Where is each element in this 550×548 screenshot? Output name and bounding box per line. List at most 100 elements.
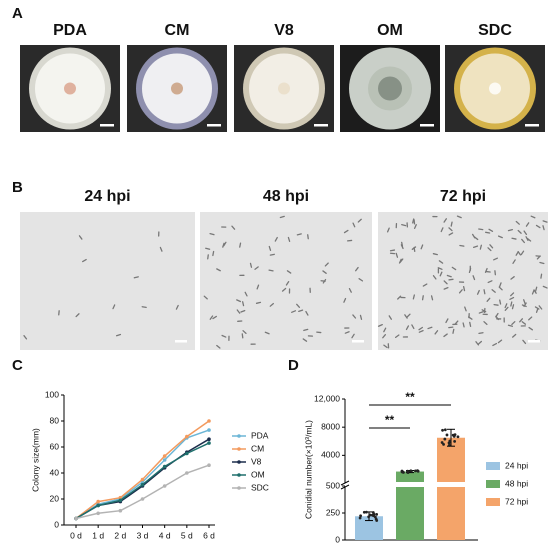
series-line — [75, 420, 210, 520]
conidium — [499, 299, 502, 305]
conidium — [536, 255, 541, 260]
conidium — [507, 228, 514, 232]
point — [185, 451, 189, 456]
conidium — [212, 250, 215, 257]
replicate-dot — [445, 433, 449, 437]
conidium — [351, 333, 355, 339]
legend-label: 24 hpi — [505, 460, 528, 470]
conidium — [451, 266, 457, 271]
conidium — [530, 215, 536, 219]
y-tick-label: 250 — [326, 507, 340, 517]
y-axis-label: Colony size(mm) — [30, 428, 40, 492]
replicate-dot — [406, 470, 410, 474]
conidium — [287, 236, 291, 242]
conidium — [492, 342, 498, 347]
conidium — [239, 242, 242, 248]
conidium — [445, 318, 449, 324]
y-tick-label: 12,000 — [314, 393, 340, 403]
conidium — [175, 304, 179, 310]
conidium — [437, 267, 443, 270]
conidium — [464, 306, 467, 312]
conidium — [249, 262, 253, 268]
bar — [437, 437, 465, 540]
y-tick-label: 20 — [50, 493, 60, 503]
conidium — [507, 324, 514, 327]
significance-label: ** — [405, 390, 415, 404]
conidium — [472, 245, 479, 248]
replicate-dot — [402, 470, 405, 474]
point — [118, 495, 123, 500]
conidium — [244, 291, 248, 297]
conidium — [504, 306, 509, 311]
y-tick-label: 500 — [326, 480, 340, 490]
conidium — [528, 316, 533, 321]
legend-marker — [237, 473, 241, 477]
conidium — [322, 270, 327, 274]
point — [207, 441, 211, 445]
conidium — [485, 231, 491, 234]
conidium — [450, 221, 453, 227]
conidium — [539, 261, 545, 265]
conidium — [78, 235, 83, 240]
conidium — [452, 328, 455, 334]
bar-break — [436, 482, 466, 487]
conidium — [443, 286, 449, 290]
medium-label: SDC — [478, 22, 512, 39]
conidium — [207, 254, 209, 260]
conidium — [405, 325, 410, 331]
colony-center — [278, 82, 290, 95]
x-tick-label: 4 d — [159, 530, 171, 540]
replicate-dot — [409, 469, 413, 473]
point — [96, 499, 100, 504]
conidium — [242, 301, 245, 307]
replicate-dot — [452, 435, 456, 438]
conidium — [458, 289, 463, 294]
conidium — [256, 284, 260, 290]
conidium — [448, 232, 454, 236]
conidium — [469, 321, 472, 328]
conidium — [497, 339, 503, 344]
point — [207, 437, 211, 442]
legend-label: CM — [251, 443, 264, 453]
axis-break — [340, 480, 350, 486]
conidium — [268, 245, 272, 251]
conidium — [443, 218, 448, 223]
conidium — [241, 333, 244, 339]
conidium — [383, 327, 387, 333]
conidium — [481, 309, 487, 313]
conidium — [487, 247, 492, 252]
conidium — [296, 303, 301, 308]
point — [96, 511, 100, 516]
conidium — [279, 215, 285, 219]
conidium — [491, 289, 496, 293]
conidium — [269, 253, 275, 256]
conidium — [510, 276, 515, 280]
micrograph — [20, 212, 195, 350]
conidium — [359, 314, 363, 320]
conidium — [504, 303, 508, 309]
conidium — [236, 299, 242, 303]
time-label: 24 hpi — [84, 188, 130, 205]
medium-label: CM — [165, 22, 190, 39]
conidium — [476, 289, 480, 295]
conidium — [525, 222, 530, 227]
conidium — [526, 237, 532, 242]
legend-label: 48 hpi — [505, 478, 528, 488]
point — [140, 482, 145, 487]
conidium — [216, 268, 221, 272]
conidium — [519, 318, 523, 323]
series-line — [75, 429, 210, 520]
replicate-dot — [362, 510, 366, 514]
conidium — [209, 233, 215, 236]
x-tick-label: 3 d — [137, 530, 149, 540]
conidium — [497, 235, 503, 239]
conidium — [528, 326, 534, 331]
conidium — [535, 307, 539, 313]
conidium — [205, 247, 211, 250]
scale-bar — [100, 124, 114, 127]
conidium — [523, 302, 527, 308]
conidium — [468, 267, 472, 274]
conidium — [344, 331, 350, 334]
colony-center — [64, 82, 76, 95]
